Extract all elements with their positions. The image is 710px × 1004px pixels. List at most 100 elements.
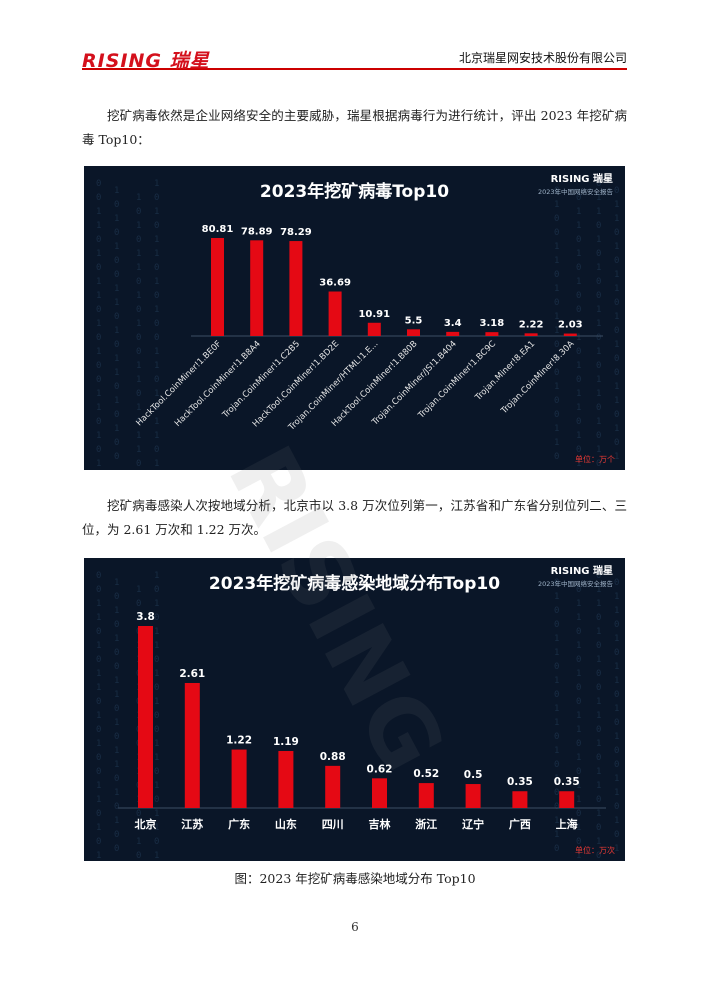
code-rain-digit: 0	[154, 585, 159, 595]
code-rain-digit: 1	[114, 746, 119, 756]
code-rain-digit: 0	[114, 592, 119, 602]
code-rain-digit: 0	[554, 228, 559, 238]
bar	[328, 291, 342, 336]
code-rain-digit: 1	[554, 200, 559, 210]
code-rain-digit: 0	[596, 725, 601, 735]
data-label: 2.03	[558, 320, 583, 331]
code-rain-digit: 0	[96, 333, 101, 343]
code-rain-digit: 1	[576, 207, 581, 217]
chart-brand: RISING 瑞星	[551, 172, 613, 185]
region-top10-chart: 0 0 1 1 0 1 0 1 1 0 1 0 1 0 0 1 1 0 1 0 1 1 0 1 0 1 0 0 1 1 0 1 0 1 1 0 1 0 1 0…	[84, 558, 625, 861]
code-rain-digit: 1	[596, 837, 601, 847]
code-rain-digit: 1	[576, 753, 581, 763]
code-rain-digit: 0	[614, 620, 619, 630]
code-rain-digit: 0	[554, 396, 559, 406]
code-rain-digit: 1	[554, 816, 559, 826]
code-rain-digit: 0	[614, 802, 619, 812]
code-rain-digit: 0	[154, 711, 159, 721]
code-rain-digit: 0	[554, 844, 559, 854]
code-rain-digit: 0	[554, 788, 559, 798]
bar	[184, 682, 200, 808]
code-rain-digit: 1	[136, 249, 141, 259]
data-label: 78.29	[280, 227, 312, 238]
code-rain-digit: 0	[96, 179, 101, 189]
data-label: 3.8	[136, 611, 155, 623]
code-rain-digit: 1	[154, 249, 159, 259]
code-rain-digit: 1	[554, 718, 559, 728]
code-rain-digit: 1	[96, 683, 101, 693]
code-rain-digit: 1	[614, 270, 619, 280]
code-rain-digit: 1	[576, 641, 581, 651]
code-rain-digit: 0	[596, 333, 601, 343]
code-rain-digit: 1	[576, 319, 581, 329]
code-rain-digit: 1	[596, 711, 601, 721]
code-rain-digit: 0	[614, 410, 619, 420]
code-rain-digit: 0	[114, 732, 119, 742]
code-rain-digit: 1	[154, 347, 159, 357]
code-rain-digit: 1	[114, 788, 119, 798]
code-rain-digit: 0	[614, 228, 619, 238]
code-rain-digit: 1	[576, 459, 581, 469]
code-rain-digit: 1	[136, 823, 141, 833]
code-rain-digit: 0	[136, 207, 141, 217]
code-rain-digit: 1	[596, 585, 601, 595]
code-rain-digit: 0	[154, 795, 159, 805]
code-rain-digit: 1	[96, 851, 101, 861]
code-rain-digit: 1	[114, 718, 119, 728]
code-rain-digit: 0	[154, 613, 159, 623]
code-rain-digit: 1	[136, 361, 141, 371]
code-rain-digit: 0	[554, 452, 559, 462]
code-rain-digit: 1	[576, 277, 581, 287]
code-rain-digit: 0	[554, 340, 559, 350]
code-rain-digit: 0	[154, 193, 159, 203]
data-label: 5.5	[405, 315, 423, 326]
code-rain-digit: 1	[96, 431, 101, 441]
code-rain-digit: 0	[614, 368, 619, 378]
code-rain-digit: 1	[614, 704, 619, 714]
code-rain-digit: 0	[576, 655, 581, 665]
code-rain-digit: 0	[576, 837, 581, 847]
data-label: 2.22	[519, 319, 544, 330]
code-rain-digit: 0	[114, 270, 119, 280]
code-rain-digit: 1	[96, 249, 101, 259]
code-rain-digit: 0	[596, 277, 601, 287]
code-rain-digit: 1	[596, 389, 601, 399]
code-rain-digit: 0	[596, 795, 601, 805]
code-rain-digit: 0	[154, 375, 159, 385]
code-rain-digit: 0	[96, 571, 101, 581]
code-rain-digit: 0	[554, 732, 559, 742]
unit-label: 单位：万个	[575, 454, 615, 464]
code-rain-digit: 0	[114, 256, 119, 266]
bar	[559, 791, 575, 808]
code-rain-digit: 1	[96, 669, 101, 679]
code-rain-digit: 0	[96, 585, 101, 595]
code-rain-digit: 1	[136, 431, 141, 441]
code-rain-digit: 1	[154, 851, 159, 861]
code-rain-digit: 0	[154, 725, 159, 735]
code-rain-digit: 0	[96, 627, 101, 637]
code-rain-digit: 1	[154, 809, 159, 819]
code-rain-digit: 1	[576, 613, 581, 623]
code-rain-digit: 1	[554, 648, 559, 658]
code-rain-digit: 0	[614, 760, 619, 770]
code-rain-digit: 1	[154, 669, 159, 679]
code-rain-digit: 1	[136, 193, 141, 203]
code-rain-digit: 1	[114, 676, 119, 686]
code-rain-digit: 0	[596, 249, 601, 259]
code-rain-digit: 0	[554, 760, 559, 770]
code-rain-digit: 0	[136, 235, 141, 245]
code-rain-digit: 1	[576, 823, 581, 833]
category-label: 江苏	[181, 817, 203, 831]
code-rain-digit: 1	[596, 319, 601, 329]
code-rain-digit: 1	[596, 809, 601, 819]
category-label: 上海	[556, 817, 578, 831]
code-rain-digit: 0	[614, 830, 619, 840]
code-rain-digit: 0	[96, 697, 101, 707]
code-rain-digit: 1	[554, 354, 559, 364]
bar	[418, 783, 434, 808]
code-rain-digit: 1	[154, 753, 159, 763]
code-rain-digit: 0	[596, 683, 601, 693]
code-rain-digit: 0	[554, 270, 559, 280]
code-rain-digit: 1	[96, 795, 101, 805]
code-rain-digit: 1	[614, 662, 619, 672]
